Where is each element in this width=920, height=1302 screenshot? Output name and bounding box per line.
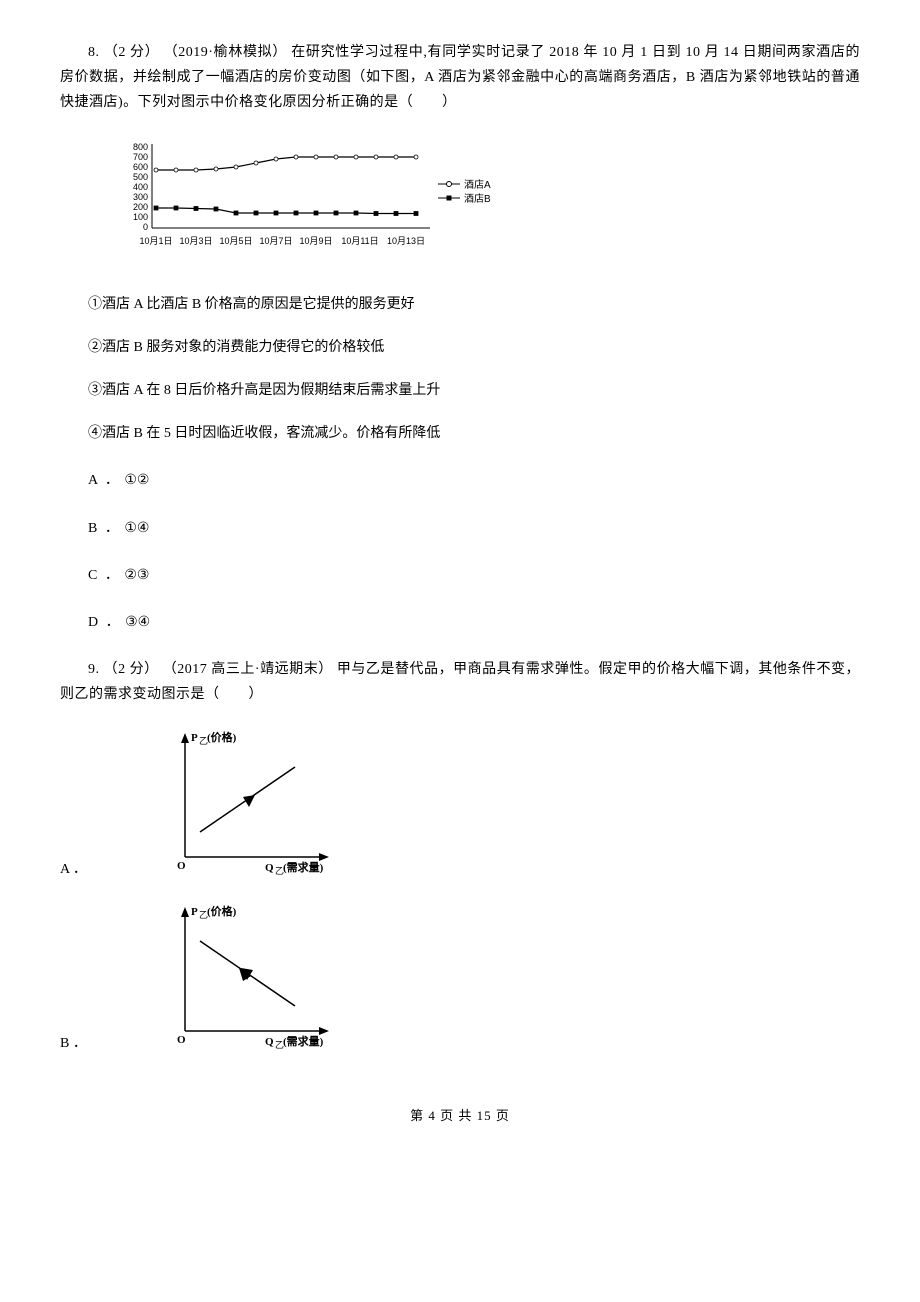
q8-option-d[interactable]: D ． ③④ bbox=[60, 610, 860, 635]
q8-points: （2 分） bbox=[104, 45, 160, 60]
svg-text:Q: Q bbox=[265, 1036, 274, 1048]
option-text: ②③ bbox=[124, 568, 149, 583]
q9-option-b[interactable]: B ． P 乙 (价格) O Q 乙 (需求量) bbox=[60, 897, 860, 1064]
q8-prompt: 8. （2 分） （2019·榆林模拟） 在研究性学习过程中,有同学实时记录了 … bbox=[60, 40, 860, 116]
legend-b: 酒店B bbox=[464, 192, 491, 205]
q9-points: （2 分） bbox=[104, 662, 159, 677]
svg-text:700: 700 bbox=[133, 152, 148, 162]
svg-text:10月11日: 10月11日 bbox=[341, 236, 378, 246]
svg-text:400: 400 bbox=[133, 182, 148, 192]
svg-text:10月3日: 10月3日 bbox=[179, 236, 212, 246]
q8-stmt-2: ②酒店 B 服务对象的消费能力使得它的价格较低 bbox=[60, 335, 860, 360]
svg-text:O: O bbox=[177, 1034, 186, 1046]
q9-chart-a: P 乙 (价格) O Q 乙 (需求量) bbox=[155, 727, 345, 886]
option-label: B ． bbox=[60, 1031, 87, 1056]
svg-text:0: 0 bbox=[143, 222, 148, 232]
svg-text:10月1日: 10月1日 bbox=[139, 236, 172, 246]
q8-number: 8. bbox=[88, 45, 100, 60]
option-text: ①④ bbox=[124, 521, 149, 536]
svg-text:10月9日: 10月9日 bbox=[299, 236, 332, 246]
svg-text:Q: Q bbox=[265, 862, 274, 874]
q8-source: （2019·榆林模拟） bbox=[164, 45, 287, 60]
svg-text:100: 100 bbox=[133, 212, 148, 222]
svg-text:10月7日: 10月7日 bbox=[259, 236, 292, 246]
legend-a: 酒店A bbox=[464, 178, 491, 191]
option-label: D ． bbox=[88, 615, 122, 630]
option-text: ①② bbox=[124, 473, 149, 488]
q9-prompt: 9. （2 分） （2017 高三上·靖远期末） 甲与乙是替代品，甲商品具有需求… bbox=[60, 657, 860, 707]
option-label: C ． bbox=[88, 568, 121, 583]
q9-option-a[interactable]: A ． P 乙 (价格) O Q 乙 (需求量) bbox=[60, 723, 860, 890]
q9-source: （2017 高三上·靖远期末） bbox=[163, 662, 333, 677]
page-footer: 第 4 页 共 15 页 bbox=[60, 1104, 860, 1127]
svg-text:600: 600 bbox=[133, 162, 148, 172]
svg-text:P: P bbox=[191, 906, 198, 918]
q8-stmt-1: ①酒店 A 比酒店 B 价格高的原因是它提供的服务更好 bbox=[60, 292, 860, 317]
svg-text:10月5日: 10月5日 bbox=[219, 236, 252, 246]
q8-stmt-3: ③酒店 A 在 8 日后价格升高是因为假期结束后需求量上升 bbox=[60, 378, 860, 403]
svg-text:(价格): (价格) bbox=[207, 730, 237, 744]
svg-text:(价格): (价格) bbox=[207, 904, 237, 918]
hotel-price-chart: 800 700 600 500 400 300 200 100 0 bbox=[120, 132, 520, 272]
q9-chart-b: P 乙 (价格) O Q 乙 (需求量) bbox=[155, 901, 345, 1060]
svg-text:(需求量): (需求量) bbox=[283, 1034, 324, 1048]
q8-option-c[interactable]: C ． ②③ bbox=[60, 563, 860, 588]
svg-text:300: 300 bbox=[133, 192, 148, 202]
q8-option-b[interactable]: B ． ①④ bbox=[60, 516, 860, 541]
q8-chart: 800 700 600 500 400 300 200 100 0 bbox=[120, 132, 860, 272]
svg-text:(需求量): (需求量) bbox=[283, 860, 324, 874]
q9-number: 9. bbox=[88, 662, 100, 677]
q8-option-a[interactable]: A ． ①② bbox=[60, 468, 860, 493]
svg-text:500: 500 bbox=[133, 172, 148, 182]
option-label: A ． bbox=[60, 857, 87, 882]
svg-text:10月13日: 10月13日 bbox=[387, 236, 425, 246]
q8-stmt-4: ④酒店 B 在 5 日时因临近收假，客流减少。价格有所降低 bbox=[60, 421, 860, 446]
option-text: ③④ bbox=[125, 615, 150, 630]
svg-text:200: 200 bbox=[133, 202, 148, 212]
svg-text:800: 800 bbox=[133, 142, 148, 152]
svg-text:O: O bbox=[177, 860, 186, 872]
question-8: 8. （2 分） （2019·榆林模拟） 在研究性学习过程中,有同学实时记录了 … bbox=[60, 40, 860, 635]
option-label: B ． bbox=[88, 521, 121, 536]
option-label: A ． bbox=[88, 473, 121, 488]
question-9: 9. （2 分） （2017 高三上·靖远期末） 甲与乙是替代品，甲商品具有需求… bbox=[60, 657, 860, 1064]
svg-text:P: P bbox=[191, 732, 198, 744]
